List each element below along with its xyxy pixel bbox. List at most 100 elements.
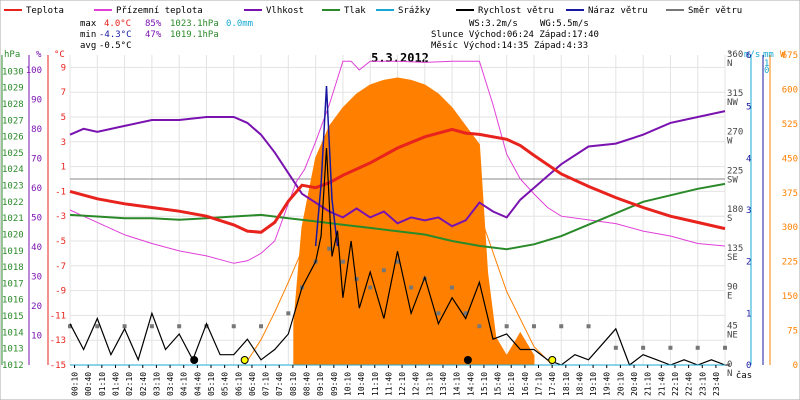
tick-label: NW	[727, 98, 738, 108]
x-tick-label: 06:10	[234, 372, 243, 396]
plot-area	[68, 60, 727, 366]
tick-label: 0	[793, 361, 798, 371]
tick-label: 2	[746, 258, 751, 268]
legend-label: Náraz větru	[588, 6, 648, 16]
tick-label: 20	[31, 302, 42, 312]
unit-temperature: °C	[54, 50, 65, 60]
tick-label: 375	[782, 189, 798, 199]
wind-direction-point	[122, 324, 127, 329]
avg-label: avg	[80, 41, 96, 51]
tick-label: 225	[727, 166, 743, 176]
x-tick-label: 22:10	[671, 372, 680, 396]
tick-label: 300	[782, 223, 798, 233]
tick-label: 70	[31, 154, 42, 164]
tick-label: 5	[746, 103, 751, 113]
tick-label: -15	[50, 361, 66, 371]
x-tick-label: 04:10	[180, 372, 189, 396]
min-label: min	[80, 30, 96, 40]
wind-direction-point	[436, 311, 441, 316]
x-tick-label: 08:40	[303, 372, 312, 396]
tick-label: 100	[26, 66, 42, 76]
wind-direction-point	[695, 345, 700, 350]
tick-label: 40	[31, 243, 42, 253]
legend-label: Rychlost větru	[478, 6, 554, 16]
x-tick-label: 20:40	[630, 372, 639, 396]
x-tick-label: 02:40	[139, 372, 148, 396]
x-tick-label: 23:10	[698, 372, 707, 396]
tick-label: SE	[727, 253, 738, 263]
tick-label: 1028	[2, 100, 24, 110]
tick-label: 1	[764, 59, 769, 69]
wind-direction-point	[668, 345, 673, 350]
temperature-line	[69, 127, 726, 234]
tick-label: W	[727, 137, 733, 147]
x-tick-label: 00:10	[71, 372, 80, 396]
x-tick-label: 07:40	[275, 372, 284, 396]
tick-label: N	[727, 369, 732, 379]
tick-label: 1029	[2, 84, 24, 94]
x-tick-label: 21:10	[644, 372, 653, 396]
x-tick-label: 15:40	[494, 372, 503, 396]
tick-label: 1025	[2, 149, 24, 159]
x-tick-label: 03:40	[166, 372, 175, 396]
tick-label: 5	[61, 113, 66, 123]
sun-icon	[240, 356, 249, 364]
wind-direction-point	[286, 311, 291, 316]
tick-label: SW	[727, 175, 738, 185]
solar-radiation-area	[293, 77, 535, 366]
ground-temperature-line	[69, 60, 726, 264]
min-humidity: 47%	[145, 30, 162, 40]
tick-label: 1	[61, 163, 66, 173]
avg-temp: -0.5°C	[99, 41, 132, 51]
wind-direction-point	[641, 345, 646, 350]
x-tick-label: 10:40	[357, 372, 366, 396]
wind-direction-point	[68, 324, 72, 329]
tick-label: 10	[31, 331, 42, 341]
x-tick-label: 04:40	[193, 372, 202, 396]
x-tick-label: 15:10	[480, 372, 489, 396]
x-tick-label: 12:10	[398, 372, 407, 396]
max-label: max	[80, 19, 97, 29]
tick-label: 4	[746, 154, 751, 164]
x-tick-label: 13:10	[425, 372, 434, 396]
tick-label: 1018	[2, 263, 24, 273]
tick-label: -7	[55, 262, 66, 272]
tick-label: 1012	[2, 361, 24, 371]
tick-label: 1014	[2, 328, 24, 338]
x-tick-label: 14:40	[466, 372, 475, 396]
tick-label: 225	[782, 258, 798, 268]
legend-label: Směr větru	[688, 6, 742, 16]
tick-label: 270	[727, 128, 743, 138]
tick-label: -3	[55, 212, 66, 222]
wind-direction-point	[463, 311, 468, 316]
moon-icon	[190, 356, 199, 364]
x-tick-label: 07:10	[262, 372, 271, 396]
tick-label: -1	[55, 187, 66, 197]
tick-label: 600	[782, 85, 798, 95]
x-tick-label: 05:40	[221, 372, 230, 396]
tick-label: 1015	[2, 312, 24, 322]
x-tick-label: 02:10	[125, 372, 134, 396]
unit-wind: m/s	[744, 50, 760, 60]
tick-label: 1013	[2, 345, 24, 355]
wind-direction-point	[204, 324, 209, 329]
tick-label: 0	[746, 361, 751, 371]
x-tick-label: 01:10	[98, 372, 107, 396]
x-tick-label: 19:10	[589, 372, 598, 396]
wind-direction-point	[504, 324, 509, 329]
tick-label: 9	[61, 63, 66, 73]
tick-label: 1030	[2, 67, 24, 77]
max-rain: 0.0mm	[226, 19, 253, 29]
tick-label: 1027	[2, 116, 24, 126]
tick-label: 360	[727, 50, 743, 60]
wind-direction-point	[177, 324, 182, 329]
tick-label: 315	[727, 89, 743, 99]
max-humidity: 85%	[145, 19, 162, 29]
wind-direction-point	[477, 324, 482, 329]
wind-direction-point	[559, 324, 564, 329]
unit-solar: W	[780, 50, 786, 60]
x-axis: 00:10 00:40 01:10 01:40 02:10 02:40 03:10 03:40…	[71, 365, 752, 396]
x-tick-label: 21:40	[657, 372, 666, 396]
wind-direction-point	[450, 285, 455, 290]
tick-label: NE	[727, 330, 738, 340]
